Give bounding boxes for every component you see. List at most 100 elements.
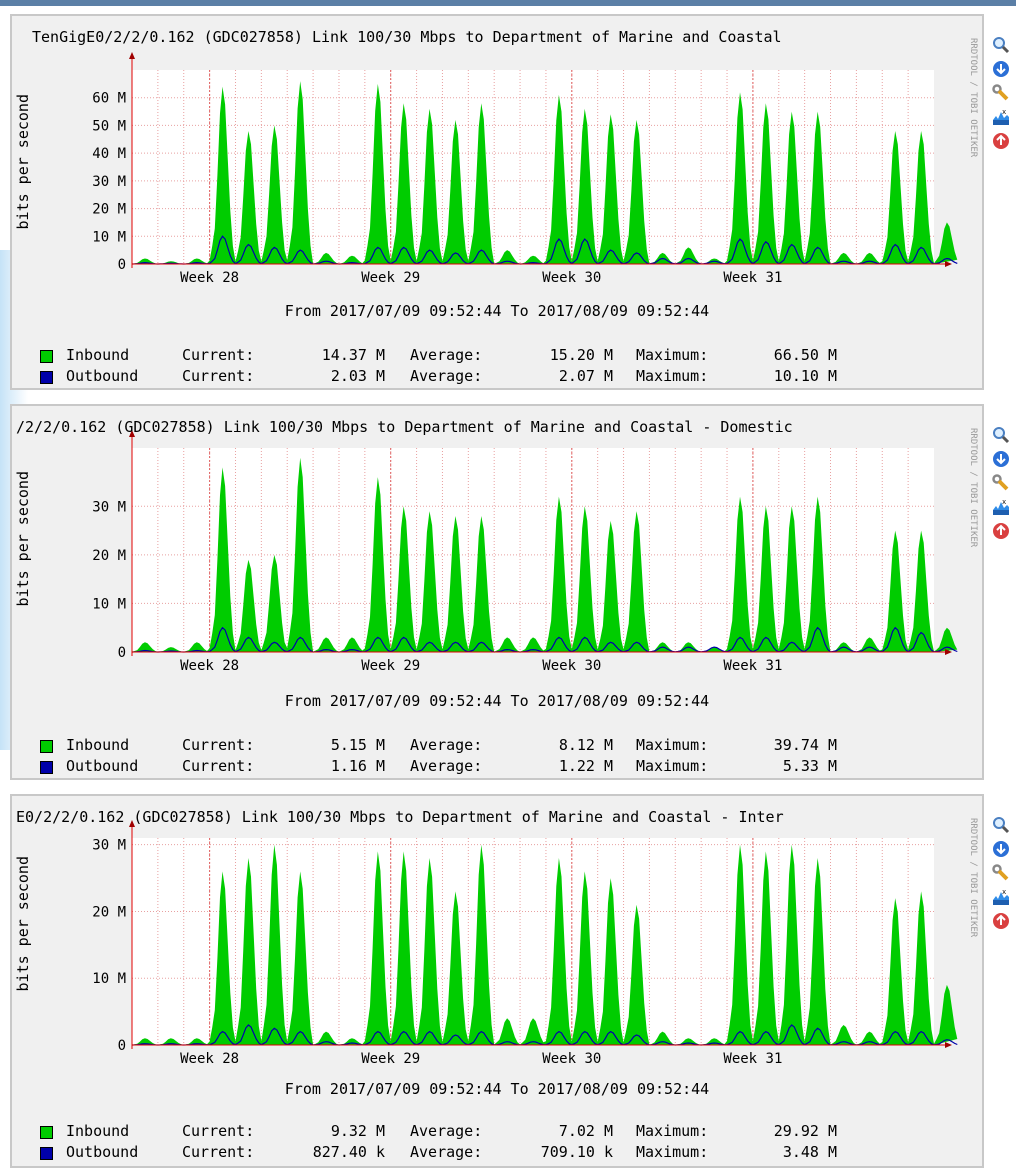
- rrdtool-credit: RRDTOOL / TOBI OETIKER: [968, 38, 978, 158]
- maximum-value: 29.92 M: [773, 1122, 837, 1140]
- realtime-graph-icon[interactable]: x: [992, 498, 1010, 516]
- x-tick-label: Week 28: [180, 658, 239, 674]
- graph-title: E0/2/2/0.162 (GDC027858) Link 100/30 Mbp…: [16, 808, 784, 826]
- y-tick-label: 40 M: [92, 146, 126, 162]
- edit-wrench-icon[interactable]: [992, 474, 1010, 492]
- date-range: From 2017/07/09 09:52:44 To 2017/08/09 0…: [284, 692, 710, 710]
- rrdtool-credit: RRDTOOL / TOBI OETIKER: [968, 428, 978, 548]
- window-top-bar: [0, 0, 1016, 6]
- current-label: Current:: [182, 1122, 255, 1140]
- y-axis-arrow: [129, 52, 135, 59]
- y-axis-arrow: [129, 820, 135, 827]
- traffic-chart-2: 0 10 M 20 M 30 M Week 28 Week 29 Week 30 Week 3…: [92, 430, 958, 674]
- maximum-value: 10.10 M: [773, 367, 837, 385]
- series-name: Inbound: [66, 1122, 130, 1140]
- inbound-area: [132, 844, 958, 1045]
- inbound-swatch: [40, 740, 53, 753]
- average-label: Average:: [410, 757, 483, 775]
- outbound-swatch: [40, 761, 53, 774]
- inbound-area: [132, 81, 958, 264]
- average-value: 15.20 M: [549, 346, 613, 364]
- maximum-label: Maximum:: [636, 367, 709, 385]
- y-tick-label: 10 M: [92, 229, 126, 245]
- svg-text:x: x: [1002, 888, 1006, 896]
- maximum-value: 5.33 M: [782, 757, 837, 775]
- current-value: 14.37 M: [321, 346, 385, 364]
- y-axis-arrow: [129, 430, 135, 437]
- series-name: Inbound: [66, 736, 130, 754]
- outbound-swatch: [40, 371, 53, 384]
- rrdtool-credit: RRDTOOL / TOBI OETIKER: [968, 818, 978, 938]
- current-value: 5.15 M: [330, 736, 385, 754]
- maximum-label: Maximum:: [636, 1143, 709, 1161]
- realtime-graph-icon[interactable]: x: [992, 888, 1010, 906]
- legend-row-outbound: Outbound Current: 827.40 k Average: 709.…: [40, 1143, 837, 1164]
- download-icon[interactable]: [992, 450, 1010, 468]
- x-tick-label: Week 29: [361, 1051, 420, 1067]
- series-name: Outbound: [66, 1143, 139, 1161]
- legend-row-inbound: Inbound Current: 9.32 M Average: 7.02 M …: [40, 1122, 837, 1143]
- zoom-icon[interactable]: [992, 426, 1010, 444]
- graph-1-actions: x: [992, 36, 1014, 156]
- average-label: Average:: [410, 1143, 483, 1161]
- average-value: 8.12 M: [558, 736, 613, 754]
- current-value: 1.16 M: [330, 757, 385, 775]
- current-value: 2.03 M: [330, 367, 385, 385]
- average-value: 7.02 M: [558, 1122, 613, 1140]
- maximum-value: 39.74 M: [773, 736, 837, 754]
- edit-wrench-icon[interactable]: [992, 84, 1010, 102]
- legend-row-inbound: Inbound Current: 5.15 M Average: 8.12 M …: [40, 736, 837, 757]
- x-tick-label: Week 30: [542, 270, 601, 286]
- y-tick-label: 20 M: [92, 548, 126, 564]
- download-icon[interactable]: [992, 840, 1010, 858]
- realtime-graph-icon[interactable]: x: [992, 108, 1010, 126]
- y-tick-label: 60 M: [92, 91, 126, 107]
- graph-3-actions: x: [992, 816, 1014, 936]
- average-label: Average:: [410, 367, 483, 385]
- remove-icon[interactable]: [992, 912, 1010, 930]
- average-value: 709.10 k: [540, 1143, 613, 1161]
- x-tick-label: Week 28: [180, 1051, 239, 1067]
- svg-text:x: x: [1002, 108, 1006, 116]
- current-label: Current:: [182, 346, 255, 364]
- series-name: Outbound: [66, 367, 139, 385]
- average-label: Average:: [410, 1122, 483, 1140]
- y-axis-label: bits per second: [14, 856, 32, 992]
- y-axis-label: bits per second: [14, 94, 32, 230]
- zoom-icon[interactable]: [992, 816, 1010, 834]
- graph-title: TenGigE0/2/2/0.162 (GDC027858) Link 100/…: [32, 28, 782, 46]
- y-tick-label: 30 M: [92, 838, 126, 854]
- inbound-swatch: [40, 1126, 53, 1139]
- y-tick-label: 10 M: [92, 596, 126, 612]
- legend: Inbound Current: 5.15 M Average: 8.12 M …: [40, 736, 837, 778]
- traffic-chart-1: 0 10 M 20 M 30 M 40 M 50 M 60 M Week 28 Week 29 W…: [92, 52, 958, 286]
- edit-wrench-icon[interactable]: [992, 864, 1010, 882]
- legend-row-outbound: Outbound Current: 2.03 M Average: 2.07 M…: [40, 367, 837, 388]
- maximum-label: Maximum:: [636, 736, 709, 754]
- inbound-swatch: [40, 350, 53, 363]
- outbound-swatch: [40, 1147, 53, 1160]
- average-label: Average:: [410, 346, 483, 364]
- remove-icon[interactable]: [992, 522, 1010, 540]
- traffic-chart-3: 0 10 M 20 M 30 M Week 28 Week 29 Week 30 Week 3…: [92, 820, 958, 1067]
- current-label: Current:: [182, 1143, 255, 1161]
- x-tick-label: Week 31: [723, 658, 782, 674]
- maximum-label: Maximum:: [636, 1122, 709, 1140]
- graph-2-actions: x: [992, 426, 1014, 546]
- download-icon[interactable]: [992, 60, 1010, 78]
- y-tick-label: 0: [118, 1038, 126, 1054]
- zoom-icon[interactable]: [992, 36, 1010, 54]
- remove-icon[interactable]: [992, 132, 1010, 150]
- maximum-label: Maximum:: [636, 346, 709, 364]
- graph-title: /2/2/0.162 (GDC027858) Link 100/30 Mbps …: [16, 418, 793, 436]
- y-tick-label: 0: [118, 645, 126, 661]
- x-tick-label: Week 29: [361, 658, 420, 674]
- legend: Inbound Current: 9.32 M Average: 7.02 M …: [40, 1122, 837, 1164]
- x-axis-arrow: [945, 261, 952, 267]
- x-axis-arrow: [945, 1042, 952, 1048]
- x-tick-label: Week 31: [723, 1051, 782, 1067]
- current-value: 9.32 M: [330, 1122, 385, 1140]
- legend-row-outbound: Outbound Current: 1.16 M Average: 1.22 M…: [40, 757, 837, 778]
- y-tick-label: 30 M: [92, 174, 126, 190]
- x-tick-label: Week 30: [542, 1051, 601, 1067]
